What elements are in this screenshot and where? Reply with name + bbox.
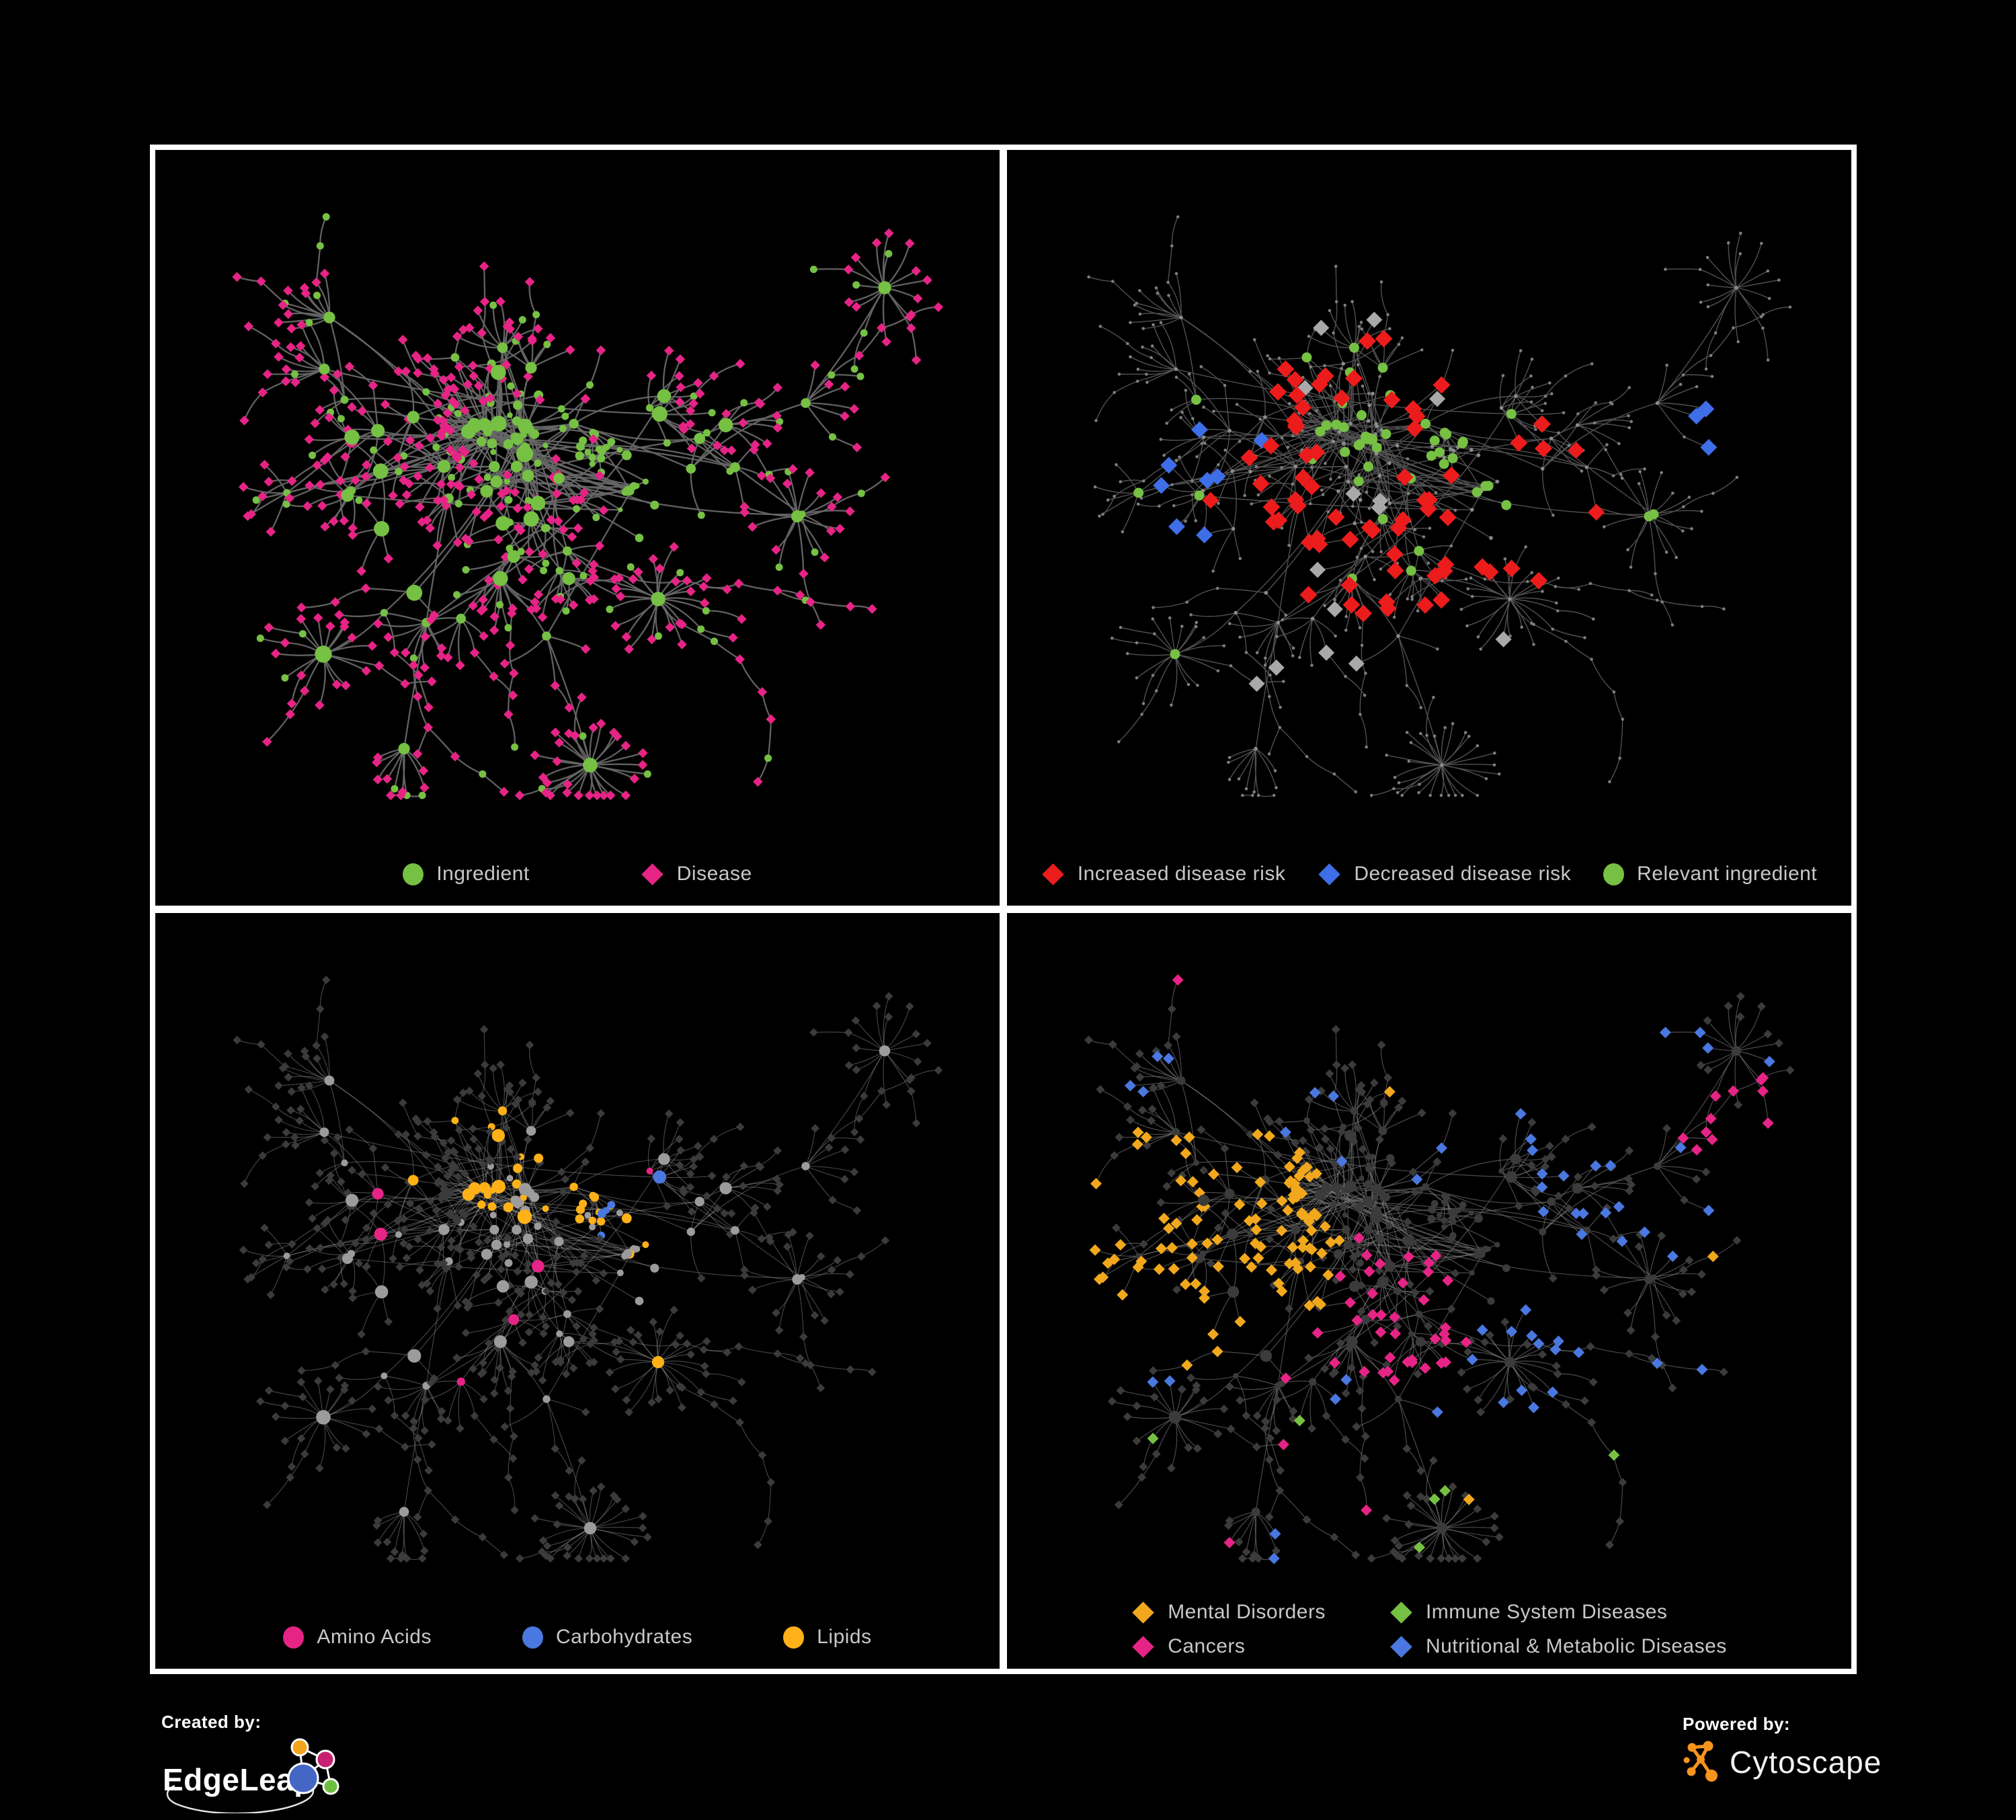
legend-item-carbohydrates: Carbohydrates: [522, 1626, 692, 1649]
edgeleap-blue-node: [287, 1762, 319, 1794]
cancers-diamond-marker: [1132, 1635, 1154, 1658]
legend-label: Increased disease risk: [1077, 863, 1286, 885]
legend-item-increased-risk: Increased disease risk: [1041, 863, 1285, 885]
decreased-risk-diamond-marker: [1318, 863, 1341, 885]
disease-category-network-graph: [1084, 974, 1795, 1565]
legend-label: Carbohydrates: [555, 1626, 693, 1648]
panel-nutrient-class-network: Amino Acids Carbohydrates Lipids: [155, 913, 1000, 1669]
legend-item-nutritional-metabolic-diseases: Nutritional & Metabolic Diseases: [1389, 1635, 1727, 1658]
legend-label: Decreased disease risk: [1354, 863, 1572, 885]
panel-ingredient-disease-network: Ingredient Disease: [155, 150, 1000, 906]
legend-item-cancers: Cancers: [1131, 1635, 1326, 1658]
legend-label: Disease: [676, 863, 752, 885]
legend-item-disease: Disease: [641, 863, 752, 885]
legend-label: Mental Disorders: [1168, 1601, 1326, 1623]
legend-label: Relevant ingredient: [1637, 863, 1818, 885]
ingredient-circle-marker: [403, 863, 424, 885]
nutrient-class-legend: Amino Acids Carbohydrates Lipids: [155, 1626, 1000, 1649]
legend-label: Amino Acids: [317, 1626, 432, 1648]
legend-item-mental-disorders: Mental Disorders: [1131, 1601, 1326, 1624]
amino-acids-circle-marker: [283, 1626, 305, 1649]
disease-diamond-marker: [641, 863, 663, 885]
lipids-circle-marker: [783, 1626, 805, 1649]
legend-label: Ingredient: [436, 863, 530, 885]
disease-risk-legend: Increased disease risk Decreased disease…: [1007, 863, 1851, 885]
panel-disease-risk-network: Increased disease risk Decreased disease…: [1007, 150, 1851, 906]
edgeleap-orange-node: [290, 1738, 309, 1757]
legend-label: Cancers: [1168, 1635, 1246, 1657]
immune-system-diseases-diamond-marker: [1390, 1601, 1412, 1624]
legend-label: Nutritional & Metabolic Diseases: [1425, 1635, 1727, 1657]
ingredient-disease-network-graph: [232, 213, 944, 801]
created-by-label: Created by:: [161, 1712, 261, 1732]
edgeleap-logo: EdgeLeap: [163, 1738, 339, 1813]
edgeleap-magenta-node: [315, 1749, 335, 1770]
legend-item-amino-acids: Amino Acids: [283, 1626, 432, 1649]
cytoscape-wordmark: Cytoscape: [1730, 1745, 1882, 1780]
edgeleap-swoosh-curve: [166, 1784, 315, 1813]
edgeleap-network-glyph: [287, 1738, 339, 1795]
ingredient-disease-legend: Ingredient Disease: [155, 863, 1000, 885]
legend-item-relevant-ingredient: Relevant ingredient: [1603, 863, 1817, 885]
disease-risk-network-graph: [1087, 215, 1792, 797]
powered-by-branding: Powered by: Cytosc: [1683, 1714, 1882, 1784]
edgeleap-green-node: [322, 1778, 339, 1795]
nutritional-metabolic-diseases-diamond-marker: [1390, 1635, 1412, 1658]
panel-disease-category-network: Mental Disorders Immune System Diseases …: [1007, 913, 1851, 1669]
carbohydrates-circle-marker: [522, 1626, 543, 1649]
legend-item-immune-system-diseases: Immune System Diseases: [1389, 1601, 1727, 1624]
relevant-ingredient-circle-marker: [1603, 863, 1625, 885]
legend-item-ingredient: Ingredient: [403, 863, 529, 885]
legend-item-decreased-risk: Decreased disease risk: [1318, 863, 1571, 885]
created-by-branding: Created by: EdgeLeap: [161, 1712, 356, 1813]
legend-label: Immune System Diseases: [1425, 1601, 1668, 1623]
disease-category-legend: Mental Disorders Immune System Diseases …: [1007, 1601, 1851, 1658]
nutrient-class-network-graph: [233, 976, 943, 1563]
increased-risk-diamond-marker: [1042, 863, 1064, 885]
powered-by-label: Powered by:: [1683, 1714, 1791, 1734]
network-grid-frame: Ingredient Disease Increased disease ris…: [150, 145, 1857, 1674]
mental-disorders-diamond-marker: [1132, 1601, 1154, 1624]
cytoscape-logo-icon: [1683, 1741, 1718, 1782]
legend-label: Lipids: [817, 1626, 872, 1648]
legend-item-lipids: Lipids: [783, 1626, 871, 1649]
